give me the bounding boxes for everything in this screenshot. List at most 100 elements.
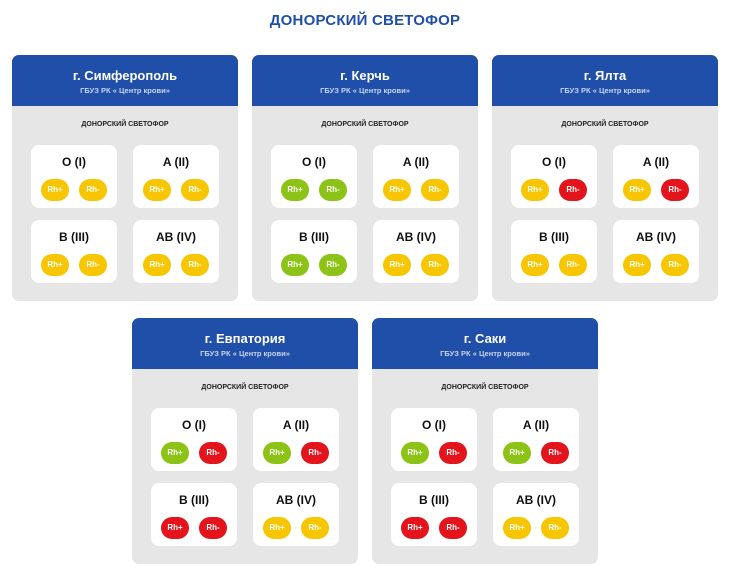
rh-positive-indicator: Rh+: [623, 179, 651, 201]
org-name: ГБУЗ РК « Центр крови»: [200, 349, 290, 358]
blood-group-tile: AB (IV) Rh+ Rh-: [133, 220, 219, 283]
org-name: ГБУЗ РК « Центр крови»: [320, 86, 410, 95]
blood-group-label: A (II): [282, 418, 310, 432]
card-header: г. Ялта ГБУЗ РК « Центр крови»: [492, 55, 718, 106]
rh-negative-indicator: Rh-: [199, 442, 227, 464]
card-subtitle: ДОНОРСКИЙ СВЕТОФОР: [81, 121, 169, 128]
city-name: г. Саки: [463, 331, 507, 346]
rh-negative-indicator: Rh-: [661, 254, 689, 276]
blood-group-label: A (II): [522, 418, 550, 432]
blood-group-label: O (I): [422, 418, 446, 432]
rh-positive-indicator: Rh+: [281, 179, 309, 201]
rh-negative-indicator: Rh-: [421, 179, 449, 201]
rh-negative-indicator: Rh-: [181, 179, 209, 201]
page-title: ДОНОРСКИЙ СВЕТОФОР: [269, 12, 461, 29]
rh-negative-indicator: Rh-: [301, 517, 329, 539]
city-card-saki: г. Саки ГБУЗ РК « Центр крови» ДОНОРСКИЙ…: [372, 318, 598, 564]
rh-positive-indicator: Rh+: [383, 254, 411, 276]
blood-group-label: O (I): [542, 155, 566, 169]
blood-group-grid: O (I) Rh+ Rh- A (II) Rh+ Rh- B (III) Rh+ Rh…: [31, 145, 219, 285]
rh-positive-indicator: Rh+: [401, 517, 429, 539]
blood-group-tile: A (II) Rh+ Rh-: [493, 408, 579, 471]
rh-negative-indicator: Rh-: [439, 517, 467, 539]
rh-positive-indicator: Rh+: [521, 254, 549, 276]
blood-group-label: AB (IV): [636, 230, 676, 244]
blood-group-tile: O (I) Rh+ Rh-: [31, 145, 117, 208]
blood-group-tile: O (I) Rh+ Rh-: [271, 145, 357, 208]
blood-group-label: A (II): [402, 155, 430, 169]
city-card-kerch: г. Керчь ГБУЗ РК « Центр крови» ДОНОРСКИ…: [252, 55, 478, 301]
blood-group-label: B (III): [539, 230, 569, 244]
city-name: г. Евпатория: [204, 331, 286, 346]
blood-group-tile: AB (IV) Rh+ Rh-: [373, 220, 459, 283]
rh-negative-indicator: Rh-: [541, 517, 569, 539]
blood-group-grid: O (I) Rh+ Rh- A (II) Rh+ Rh- B (III) Rh+ Rh…: [391, 408, 579, 548]
rh-positive-indicator: Rh+: [623, 254, 651, 276]
blood-group-grid: O (I) Rh+ Rh- A (II) Rh+ Rh- B (III) Rh+ Rh…: [271, 145, 459, 285]
rh-positive-indicator: Rh+: [263, 517, 291, 539]
card-subtitle: ДОНОРСКИЙ СВЕТОФОР: [321, 121, 409, 128]
city-card-simferopol: г. Симферополь ГБУЗ РК « Центр крови» ДО…: [12, 55, 238, 301]
blood-group-tile: AB (IV) Rh+ Rh-: [613, 220, 699, 283]
blood-group-tile: AB (IV) Rh+ Rh-: [253, 483, 339, 546]
blood-group-tile: B (III) Rh+ Rh-: [151, 483, 237, 546]
blood-group-tile: A (II) Rh+ Rh-: [373, 145, 459, 208]
blood-group-label: O (I): [182, 418, 206, 432]
blood-group-grid: O (I) Rh+ Rh- A (II) Rh+ Rh- B (III) Rh+ Rh…: [151, 408, 339, 548]
rh-positive-indicator: Rh+: [161, 442, 189, 464]
city-card-evpatoria: г. Евпатория ГБУЗ РК « Центр крови» ДОНО…: [132, 318, 358, 564]
city-card-yalta: г. Ялта ГБУЗ РК « Центр крови» ДОНОРСКИЙ…: [492, 55, 718, 301]
rh-positive-indicator: Rh+: [161, 517, 189, 539]
rh-positive-indicator: Rh+: [503, 442, 531, 464]
city-name: г. Ялта: [583, 68, 627, 83]
rh-negative-indicator: Rh-: [301, 442, 329, 464]
rh-positive-indicator: Rh+: [41, 254, 69, 276]
rh-negative-indicator: Rh-: [79, 254, 107, 276]
card-subtitle: ДОНОРСКИЙ СВЕТОФОР: [561, 121, 649, 128]
blood-group-label: B (III): [59, 230, 89, 244]
rh-negative-indicator: Rh-: [559, 179, 587, 201]
blood-group-label: O (I): [62, 155, 86, 169]
rh-negative-indicator: Rh-: [319, 254, 347, 276]
blood-group-label: AB (IV): [396, 230, 436, 244]
rh-positive-indicator: Rh+: [401, 442, 429, 464]
card-header: г. Евпатория ГБУЗ РК « Центр крови»: [132, 318, 358, 369]
blood-group-label: O (I): [302, 155, 326, 169]
blood-group-tile: B (III) Rh+ Rh-: [31, 220, 117, 283]
blood-group-label: B (III): [179, 493, 209, 507]
rh-negative-indicator: Rh-: [661, 179, 689, 201]
city-name: г. Симферополь: [72, 68, 178, 83]
rh-positive-indicator: Rh+: [521, 179, 549, 201]
rh-positive-indicator: Rh+: [41, 179, 69, 201]
rh-negative-indicator: Rh-: [79, 179, 107, 201]
org-name: ГБУЗ РК « Центр крови»: [560, 86, 650, 95]
card-subtitle: ДОНОРСКИЙ СВЕТОФОР: [201, 384, 289, 391]
rh-negative-indicator: Rh-: [319, 179, 347, 201]
blood-group-grid: O (I) Rh+ Rh- A (II) Rh+ Rh- B (III) Rh+ Rh…: [511, 145, 699, 285]
org-name: ГБУЗ РК « Центр крови»: [440, 349, 530, 358]
blood-group-tile: O (I) Rh+ Rh-: [511, 145, 597, 208]
blood-group-tile: B (III) Rh+ Rh-: [271, 220, 357, 283]
blood-group-label: AB (IV): [516, 493, 556, 507]
rh-positive-indicator: Rh+: [503, 517, 531, 539]
rh-positive-indicator: Rh+: [263, 442, 291, 464]
rh-negative-indicator: Rh-: [559, 254, 587, 276]
blood-group-label: B (III): [419, 493, 449, 507]
rh-positive-indicator: Rh+: [383, 179, 411, 201]
rh-negative-indicator: Rh-: [181, 254, 209, 276]
blood-group-tile: A (II) Rh+ Rh-: [133, 145, 219, 208]
card-subtitle: ДОНОРСКИЙ СВЕТОФОР: [441, 384, 529, 391]
blood-group-tile: O (I) Rh+ Rh-: [151, 408, 237, 471]
blood-group-label: A (II): [162, 155, 190, 169]
blood-group-label: B (III): [299, 230, 329, 244]
blood-group-label: AB (IV): [276, 493, 316, 507]
blood-group-label: AB (IV): [156, 230, 196, 244]
blood-group-tile: B (III) Rh+ Rh-: [391, 483, 477, 546]
blood-group-label: A (II): [642, 155, 670, 169]
city-name: г. Керчь: [340, 68, 390, 83]
card-header: г. Саки ГБУЗ РК « Центр крови»: [372, 318, 598, 369]
blood-group-tile: A (II) Rh+ Rh-: [253, 408, 339, 471]
blood-group-tile: O (I) Rh+ Rh-: [391, 408, 477, 471]
rh-negative-indicator: Rh-: [439, 442, 467, 464]
rh-negative-indicator: Rh-: [199, 517, 227, 539]
